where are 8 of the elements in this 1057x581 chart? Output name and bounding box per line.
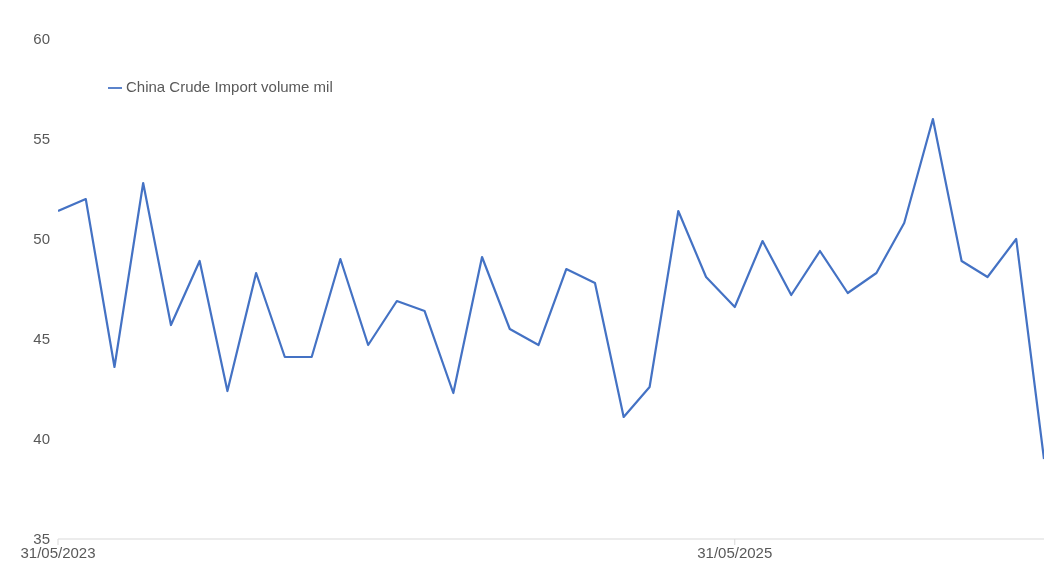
y-tick-label: 60	[33, 30, 50, 48]
y-tick-label: 40	[33, 430, 50, 448]
y-tick-label: 50	[33, 230, 50, 248]
y-tick-label: 45	[33, 330, 50, 348]
legend-label: China Crude Import volume mil	[126, 78, 333, 95]
line-series	[58, 117, 1044, 461]
x-tick-label: 31/05/2025	[697, 543, 773, 561]
y-tick-label: 55	[33, 130, 50, 148]
